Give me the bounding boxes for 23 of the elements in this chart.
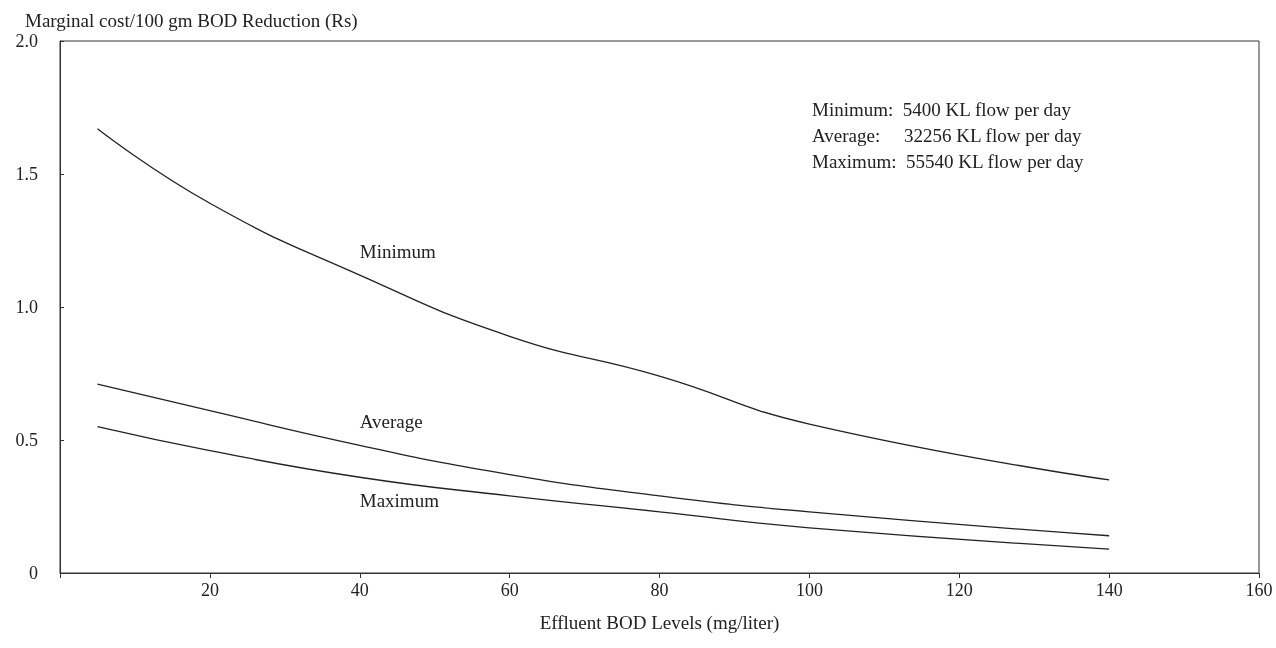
series-label: Average	[359, 411, 423, 433]
x-tick-label: 100	[795, 580, 823, 600]
annotation: Maximum: 55540 KL flow per day	[812, 151, 1085, 172]
line-series	[96, 128, 1110, 481]
series-label: Minimum	[359, 241, 436, 263]
annotation: Minimum: 5400 KL flow per day	[812, 99, 1072, 120]
series-label: Maximum	[359, 490, 440, 512]
x-tick-label: 140	[1095, 580, 1123, 600]
y-tick-label: 1.0	[15, 297, 38, 317]
y-tick-label: 0.5	[15, 430, 38, 450]
x-tick-label: 40	[350, 580, 369, 600]
x-tick-label: 60	[500, 580, 519, 600]
y-axis-title: Marginal cost/100 gm BOD Reduction (Rs)	[25, 10, 358, 32]
annotation: Average: 32256 KL flow per day	[812, 125, 1083, 146]
x-axis-title: Effluent BOD Levels (mg/liter)	[539, 612, 780, 634]
y-tick-label: 2.0	[15, 31, 38, 51]
y-tick-label: 0	[29, 563, 38, 583]
x-tick-label: 160	[1245, 580, 1273, 600]
line-series	[96, 383, 1110, 537]
x-tick-label: 120	[945, 580, 973, 600]
x-tick-label: 80	[650, 580, 669, 600]
x-tick-label: 20	[200, 580, 219, 600]
y-tick-label: 1.5	[15, 164, 38, 184]
